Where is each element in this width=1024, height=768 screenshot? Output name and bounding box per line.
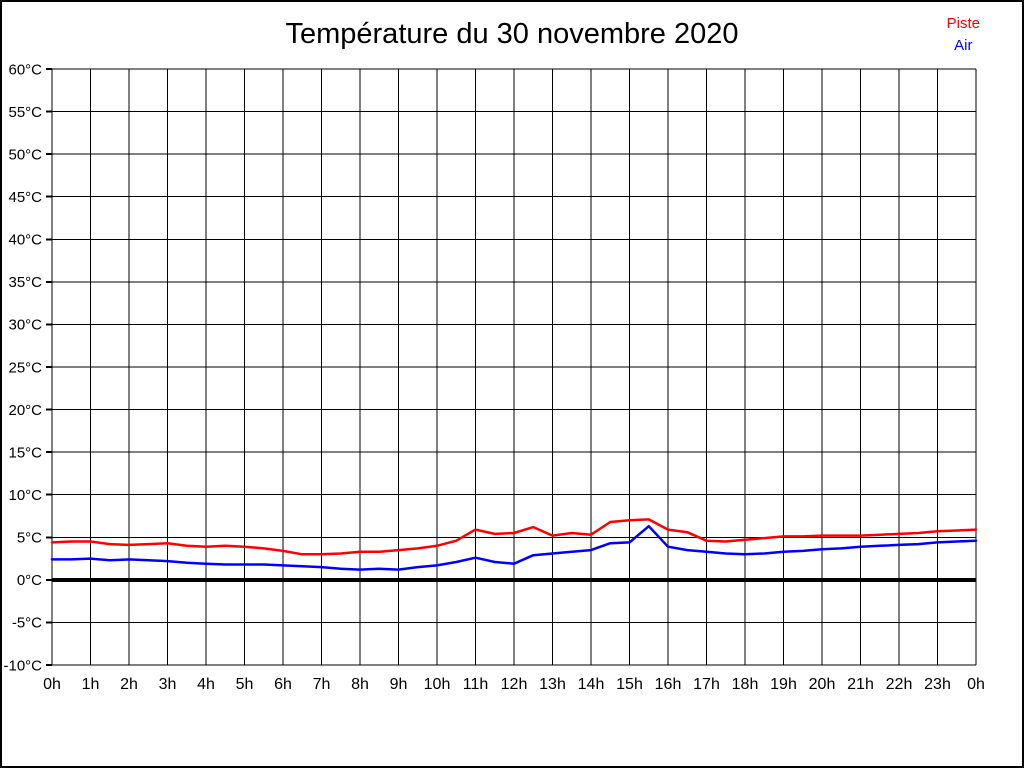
x-tick-label: 10h: [424, 676, 451, 693]
x-tick-label: 17h: [693, 676, 720, 693]
y-tick-label: -10°C: [3, 657, 42, 674]
x-tick-label: 14h: [578, 676, 605, 693]
grid: [46, 68, 977, 666]
y-tick-label: 0°C: [17, 572, 42, 589]
x-tick-label: 0h: [43, 676, 61, 693]
x-tick-label: 5h: [236, 676, 254, 693]
x-tick-label: 2h: [120, 676, 138, 693]
x-tick-label: 18h: [732, 676, 759, 693]
x-tick-label: 23h: [924, 676, 951, 693]
y-tick-label: 5°C: [17, 530, 42, 547]
y-tick-label: 60°C: [8, 61, 42, 78]
y-tick-label: 10°C: [8, 487, 42, 504]
x-tick-label: 15h: [616, 676, 643, 693]
y-axis-labels: 60°C 55°C 50°C 45°C 40°C 35°C 30°C 25°C 20°C 15°C…: [3, 61, 42, 674]
y-tick-label: 45°C: [8, 189, 42, 206]
legend: Piste Air: [947, 13, 980, 57]
y-tick-label: 20°C: [8, 402, 42, 419]
x-tick-label: 16h: [655, 676, 682, 693]
x-tick-label: 19h: [770, 676, 797, 693]
x-tick-label: 1h: [82, 676, 100, 693]
x-tick-label: 11h: [463, 676, 489, 693]
x-tick-label: 9h: [390, 676, 408, 693]
chart-title: Température du 30 novembre 2020: [285, 18, 739, 50]
y-tick-label: -5°C: [12, 615, 42, 632]
y-tick-label: 15°C: [8, 444, 42, 461]
x-tick-label: 7h: [313, 676, 331, 693]
x-tick-label: 13h: [539, 676, 566, 693]
y-tick-label: 55°C: [8, 104, 42, 121]
y-tick-label: 40°C: [8, 232, 42, 249]
x-tick-label: 8h: [351, 676, 369, 693]
x-tick-label: 20h: [809, 676, 836, 693]
x-tick-label: 0h: [967, 676, 985, 693]
y-tick-label: 50°C: [8, 146, 42, 163]
x-tick-label: 4h: [197, 676, 215, 693]
piste-line: [50, 518, 978, 556]
y-tick-label: 25°C: [8, 359, 42, 376]
y-tick-label: 30°C: [8, 317, 42, 334]
x-axis-labels: 0h 1h 2h 3h 4h 5h 6h 7h 8h 9h 10h 11h 12h 13h 14h 15h 16…: [43, 676, 985, 693]
x-tick-label: 6h: [274, 676, 292, 693]
air-line: [50, 524, 978, 571]
x-tick-label: 3h: [159, 676, 177, 693]
x-tick-label: 21h: [847, 676, 874, 693]
legend-item-air: Air: [954, 37, 973, 54]
x-tick-label: 12h: [501, 676, 528, 693]
legend-item-piste: Piste: [946, 15, 980, 32]
x-tick-label: 22h: [886, 676, 913, 693]
y-tick-label: 35°C: [8, 274, 42, 291]
